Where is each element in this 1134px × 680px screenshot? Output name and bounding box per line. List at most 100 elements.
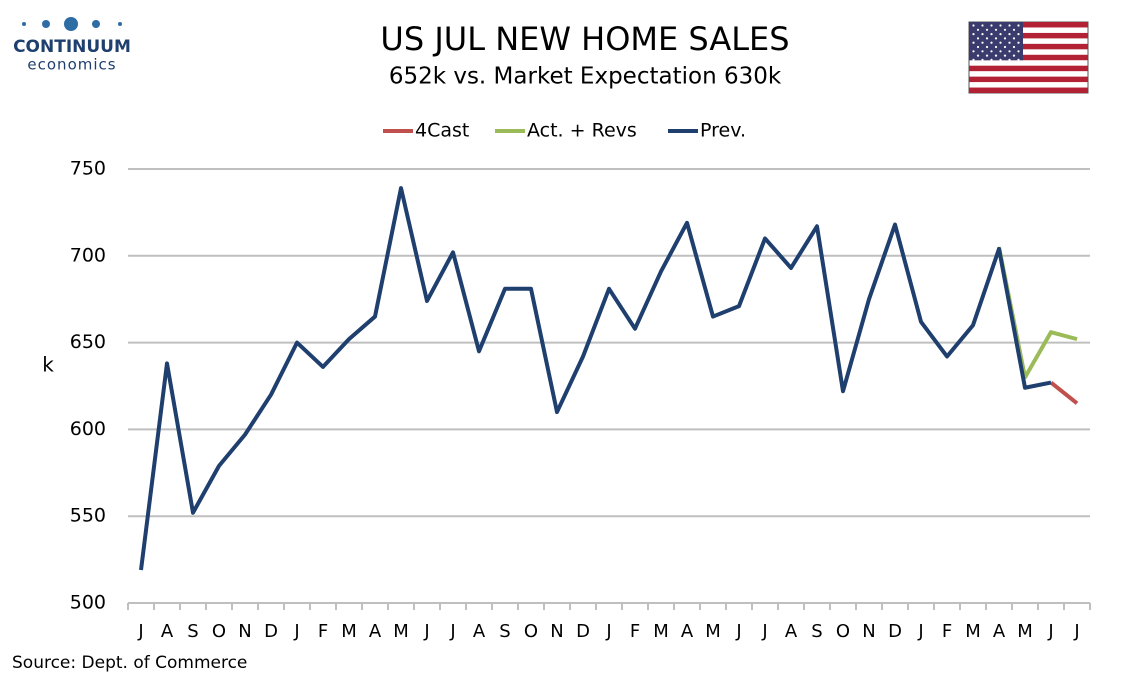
x-tick-label: D [264, 621, 278, 642]
flag-stripe [969, 54, 1088, 61]
flag-star [990, 58, 993, 62]
flag-star [985, 54, 989, 57]
x-tick-label: M [705, 621, 721, 642]
flag-star [999, 50, 1002, 53]
flag-star [1017, 58, 1020, 62]
flag-star [981, 58, 984, 62]
flag-stripe [969, 65, 1088, 72]
x-tick-label: A [473, 621, 486, 642]
flag-star [994, 45, 998, 49]
series-line [139, 186, 1052, 571]
y-tick-label: 650 [70, 331, 106, 353]
x-tick-label: J [735, 621, 741, 642]
flag-star [1003, 54, 1007, 57]
flag-stripe [969, 87, 1088, 93]
flag-star [972, 50, 975, 53]
chart-subtitle: 652k vs. Market Expectation 630k [389, 64, 782, 90]
y-axis-label: k [42, 353, 54, 377]
legend-label: 4Cast [415, 120, 469, 142]
flag-star [1003, 45, 1007, 49]
x-tick-label: M [393, 621, 409, 642]
flag-star [994, 54, 998, 57]
flag-star [1003, 28, 1007, 31]
flag-star [981, 50, 984, 53]
x-tick-label: F [318, 621, 328, 642]
x-tick-label: J [449, 621, 455, 642]
x-tick-label: O [524, 621, 538, 642]
x-tick-label: S [811, 621, 822, 642]
flag-star [990, 33, 993, 36]
x-tick-label: S [499, 621, 510, 642]
flag-star [976, 28, 980, 31]
y-tick-label: 500 [70, 592, 106, 614]
x-tick-label: O [836, 621, 850, 642]
y-tick-label: 700 [70, 244, 106, 266]
source-note: Source: Dept. of Commerce [12, 653, 247, 673]
logo-tagline: economics [27, 56, 116, 74]
flag-star [972, 24, 975, 27]
flag-star [1008, 58, 1011, 62]
x-tick-label: J [761, 621, 767, 642]
flag-stripe [969, 76, 1088, 83]
x-tick-label: N [862, 621, 875, 642]
x-tick-label: M [341, 621, 357, 642]
flag-star [981, 33, 984, 36]
logo-name: CONTINUUM [13, 37, 131, 57]
x-tick-label: A [785, 621, 798, 642]
flag-star [1008, 50, 1011, 53]
flag-star [1008, 24, 1011, 27]
series-line [1049, 380, 1079, 405]
x-tick-label: F [942, 621, 952, 642]
flag [968, 21, 1089, 94]
x-tick-label: S [187, 621, 198, 642]
flag-star [999, 24, 1002, 27]
flag-stripe [969, 22, 1088, 28]
x-tick-label: D [888, 621, 902, 642]
flag-star [972, 41, 975, 44]
x-tick-label: A [369, 621, 382, 642]
flag-star [1017, 41, 1020, 44]
x-tick-label: A [993, 621, 1006, 642]
x-tick-label: M [653, 621, 669, 642]
flag-star [972, 33, 975, 36]
flag-star [990, 41, 993, 44]
x-tick-label: J [423, 621, 429, 642]
x-tick-label: A [681, 621, 694, 642]
flag-star [999, 33, 1002, 36]
logo: CONTINUUM economics [13, 17, 131, 74]
flag-canton [969, 22, 1023, 61]
flag-star [990, 50, 993, 53]
flag-star [1012, 28, 1016, 31]
chart-title: US JUL NEW HOME SALES [380, 20, 789, 58]
y-tick-label: 600 [70, 418, 106, 440]
flag-star [990, 24, 993, 27]
x-tick-label: J [293, 621, 299, 642]
flag-star [1017, 24, 1020, 27]
flag-star [985, 28, 989, 31]
flag-star [1003, 37, 1007, 40]
flag-star [981, 41, 984, 44]
flag-star [999, 41, 1002, 44]
x-tick-label: N [550, 621, 563, 642]
x-tick-label: M [965, 621, 981, 642]
flag-star [981, 24, 984, 27]
flag-star [1012, 45, 1016, 49]
flag-star [1017, 50, 1020, 53]
x-tick-label: J [1073, 621, 1079, 642]
flag-stripe [969, 32, 1088, 39]
y-tick-label: 750 [70, 158, 106, 180]
flag-star [994, 28, 998, 31]
x-tick-label: J [1047, 621, 1053, 642]
x-tick-label: M [1017, 621, 1033, 642]
y-tick-label: 550 [70, 505, 106, 527]
x-tick-label: J [137, 621, 143, 642]
flag-star [976, 54, 980, 57]
x-tick-label: J [917, 621, 923, 642]
flag-star [999, 58, 1002, 62]
flag-star [1012, 37, 1016, 40]
flag-star [1012, 54, 1016, 57]
legend-label: Prev. [700, 120, 746, 142]
flag-star [985, 45, 989, 49]
flag-star [994, 37, 998, 40]
